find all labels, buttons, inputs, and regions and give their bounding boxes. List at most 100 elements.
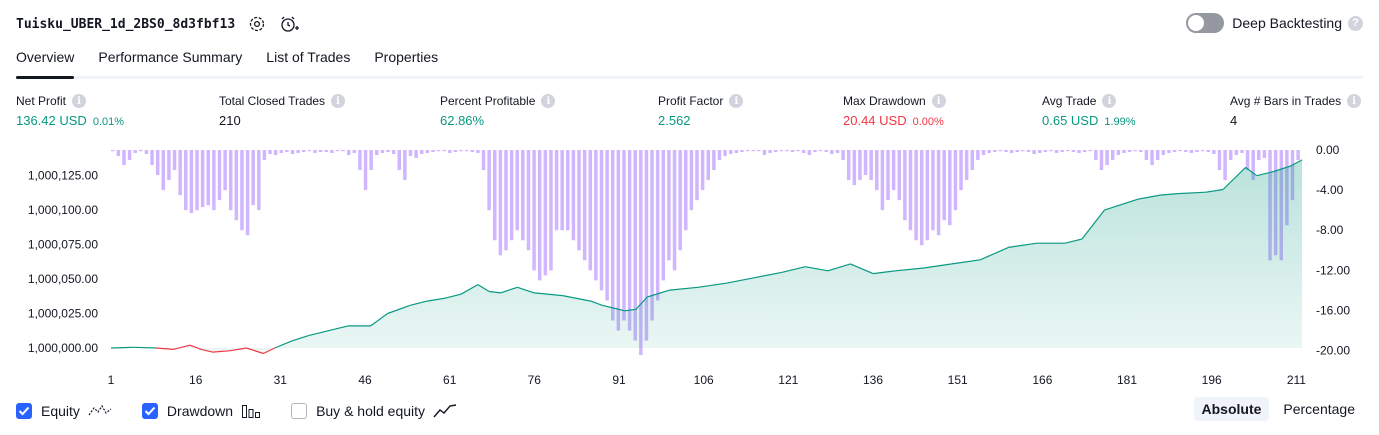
- equity-drawdown-chart: 1,000,000.00 1,000,025.00 1,000,050.00 1,00…: [28, 143, 1350, 387]
- deep-backtesting-toggle[interactable]: [1186, 13, 1225, 33]
- drawdown-bar: [172, 150, 177, 171]
- drawdown-bar: [942, 150, 946, 221]
- x-axis-tick-label: 136: [863, 373, 883, 387]
- drawdown-bar: [998, 150, 1003, 152]
- left-axis-tick-label: 1,000,050.00: [28, 272, 98, 286]
- drawdown-bar: [875, 150, 879, 191]
- tab-properties[interactable]: Properties: [374, 49, 439, 65]
- drawdown-bar: [734, 150, 739, 154]
- legend-equity[interactable]: Equity: [16, 403, 112, 419]
- equity-line-segment: [850, 263, 874, 275]
- drawdown-bar: [1105, 150, 1109, 166]
- info-icon[interactable]: i: [331, 94, 346, 108]
- equity-line-segment: [110, 346, 134, 349]
- equity-line-segment: [189, 344, 202, 350]
- drawdown-bar: [425, 150, 430, 154]
- info-icon[interactable]: i: [1102, 94, 1117, 108]
- drawdown-bar: [773, 150, 778, 153]
- drawdown-bar: [358, 150, 362, 171]
- mode-absolute[interactable]: Absolute: [1193, 397, 1270, 421]
- drawdown-bar: [1178, 150, 1182, 152]
- equity-line-segment: [923, 263, 953, 269]
- drawdown-bar: [577, 150, 581, 251]
- drawdown-bar: [757, 150, 761, 152]
- drawdown-bar: [504, 150, 508, 251]
- drawdown-bar: [335, 150, 340, 152]
- x-axis-tick-label: 121: [778, 373, 798, 387]
- drawdown-bar: [1245, 150, 1250, 171]
- equity-line-segment: [1256, 170, 1274, 177]
- drawdown-bar: [846, 150, 851, 181]
- drawdown-bar: [588, 150, 592, 271]
- right-axis-tick-label: -4.00: [1316, 183, 1344, 197]
- tab-overview[interactable]: Overview: [16, 40, 75, 79]
- equity-checkbox[interactable]: [16, 403, 32, 419]
- x-axis-tick-label: 91: [612, 373, 626, 387]
- equity-line-segment: [291, 335, 309, 342]
- question-icon[interactable]: ?: [1348, 15, 1363, 31]
- equity-line-segment: [410, 300, 428, 306]
- drawdown-bar: [1032, 150, 1036, 155]
- x-axis-tick-label: 46: [358, 373, 372, 387]
- drawdown-bar: [712, 150, 716, 171]
- stat-total-closed-trades: Total Closed Trades i 210: [219, 93, 346, 128]
- drawdown-bar: [1150, 150, 1154, 166]
- drawdown-bar: [745, 150, 750, 152]
- drawdown-bar: [1200, 150, 1205, 152]
- drawdown-bar: [976, 150, 980, 161]
- equity-line-segment: [697, 282, 727, 288]
- info-icon[interactable]: i: [729, 94, 744, 108]
- drawdown-bar: [644, 150, 649, 341]
- info-icon[interactable]: i: [1347, 94, 1362, 108]
- drawdown-bar: [987, 150, 991, 154]
- drawdown-bar: [948, 150, 952, 226]
- drawdown-bar: [1195, 150, 1199, 153]
- equity-line-segment: [1160, 193, 1178, 196]
- legend-drawdown[interactable]: Drawdown: [141, 403, 261, 419]
- drawdown-bar: [195, 150, 199, 211]
- x-axis-tick-label: 151: [948, 373, 968, 387]
- tab-performance-summary[interactable]: Performance Summary: [98, 49, 243, 65]
- stat-label: Avg # Bars in Trades: [1230, 94, 1342, 108]
- right-axis-tick-label: 0.00: [1316, 143, 1340, 157]
- equity-line-segment: [951, 259, 981, 265]
- drawdown-bar: [139, 150, 143, 152]
- buy-hold-checkbox[interactable]: [291, 403, 308, 419]
- equity-line-segment: [1081, 209, 1105, 240]
- gear-icon[interactable]: [247, 14, 267, 34]
- alarm-plus-icon[interactable]: [279, 14, 300, 34]
- drawdown-bar: [936, 150, 941, 236]
- drawdown-bar: [863, 150, 868, 176]
- drawdown-bar: [1161, 150, 1166, 156]
- equity-line-segment: [274, 340, 292, 349]
- equity-line-segment: [1222, 166, 1247, 190]
- drawdown-bar: [1054, 150, 1059, 154]
- drawdown-bar: [116, 150, 121, 157]
- chart-legend: Equity Drawdown Buy & hold equity: [16, 400, 487, 422]
- drawdown-bar: [363, 150, 368, 191]
- drawdown-bar: [178, 150, 182, 196]
- drawdown-bar: [554, 150, 559, 231]
- info-icon[interactable]: i: [541, 94, 556, 108]
- drawdown-checkbox[interactable]: [141, 403, 158, 419]
- tab-list-of-trades[interactable]: List of Trades: [266, 49, 351, 65]
- drawdown-bar: [1172, 150, 1177, 153]
- drawdown-bar: [1026, 150, 1031, 153]
- info-icon[interactable]: i: [931, 94, 946, 108]
- drawdown-bar: [1066, 150, 1070, 152]
- drawdown-bar: [1217, 150, 1222, 171]
- drawdown-bar: [616, 150, 621, 331]
- drawdown-bar: [257, 150, 261, 211]
- info-icon[interactable]: i: [72, 94, 87, 108]
- equity-line-segment: [635, 296, 648, 310]
- equity-line-segment: [1138, 194, 1162, 200]
- drawdown-bar: [1155, 150, 1160, 161]
- drawdown-bar: [1077, 150, 1081, 154]
- drawdown-bar: [543, 150, 548, 276]
- mode-percentage[interactable]: Percentage: [1283, 401, 1355, 417]
- drawdown-bar: [1257, 150, 1261, 161]
- legend-buy-hold-equity[interactable]: Buy & hold equity: [291, 403, 457, 419]
- equity-line-segment: [601, 304, 614, 309]
- left-axis-tick-label: 1,000,025.00: [28, 307, 98, 321]
- x-axis-tick-label: 106: [694, 373, 714, 387]
